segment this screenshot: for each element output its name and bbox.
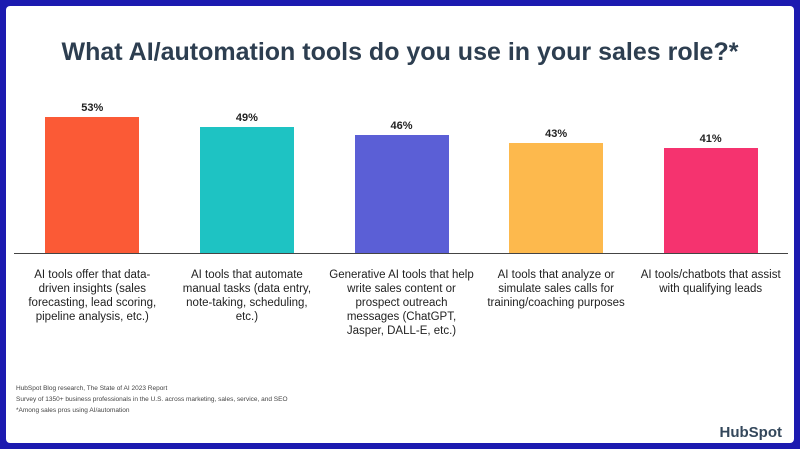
value-label: 46%: [390, 119, 413, 132]
card: What AI/automation tools do you use in y…: [6, 6, 794, 443]
value-label: 53%: [81, 102, 104, 114]
x-axis: [14, 253, 788, 254]
value-label: 41%: [699, 132, 722, 145]
bar: [509, 142, 604, 253]
x-tick-label: AI tools that analyze or simulate sales …: [487, 269, 625, 309]
x-tick-label: AI tools/chatbots that assist with quali…: [640, 269, 781, 295]
x-tick-label: AI tools that automate manual tasks (dat…: [182, 269, 312, 323]
x-tick-label: AI tools offer that data-driven insights…: [28, 269, 157, 323]
source-note: Survey of 1350+ business professionals i…: [16, 396, 288, 403]
bar: [354, 134, 449, 253]
value-label: 43%: [545, 127, 568, 140]
source-note: HubSpot Blog research, The State of AI 2…: [16, 385, 168, 392]
bar: [663, 147, 758, 253]
x-tick-label: Generative AI tools that help write sale…: [329, 269, 474, 337]
logo: HubSpot: [719, 424, 782, 441]
bar: [199, 127, 294, 253]
source-note: *Among sales pros using AI/automation: [16, 407, 130, 414]
bar: [45, 117, 140, 253]
chart-title: What AI/automation tools do you use in y…: [61, 38, 739, 66]
value-label: 49%: [235, 112, 258, 125]
